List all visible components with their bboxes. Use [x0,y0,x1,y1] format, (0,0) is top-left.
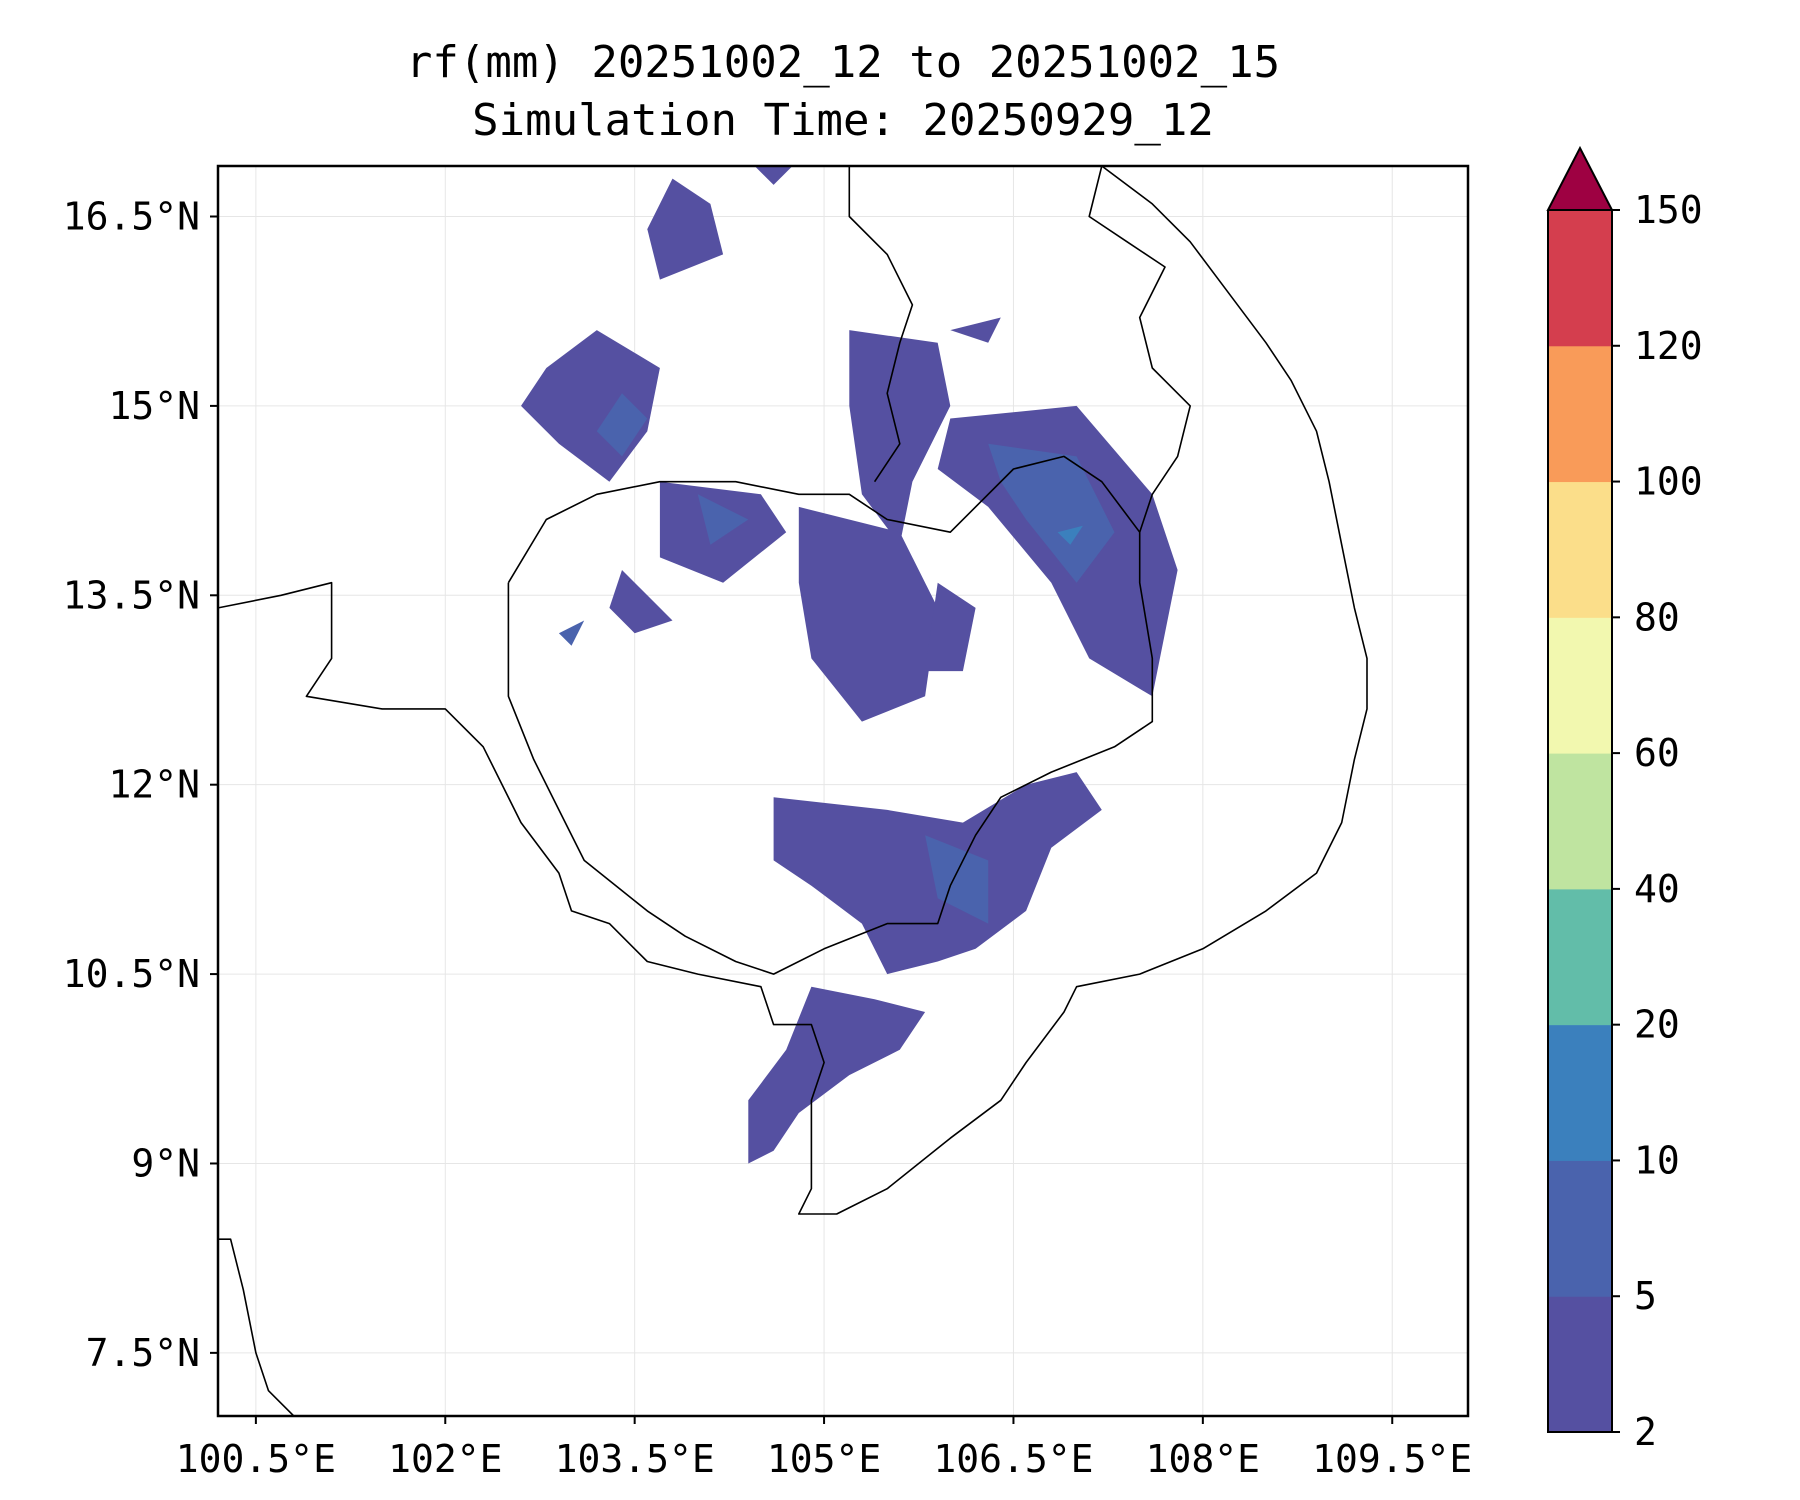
map-title-line2: Simulation Time: 20250929_12 [472,95,1214,146]
colorbar-tick-label-9: 150 [1634,188,1703,232]
colorbar-band-7 [1548,345,1612,483]
lat-tick-label-6: 16.5°N [63,195,200,239]
colorbar-band-3 [1548,888,1612,1026]
lon-tick-label-0: 100.5°E [176,1437,336,1481]
colorbar-tick-label-4: 40 [1634,867,1680,911]
lon-tick-label-4: 106.5°E [933,1437,1093,1481]
colorbar-band-5 [1548,617,1612,754]
colorbar-tick-label-1: 5 [1634,1274,1657,1318]
rain-region-north-laos-patch [754,166,793,185]
rain-region-west-cambodia-patch [609,570,673,634]
lon-tick-label-2: 103.5°E [555,1437,715,1481]
rain-region-east-highlands-peak [1057,525,1083,545]
colorbar-band-2 [1548,1024,1612,1161]
colorbar-tick-label-2: 10 [1634,1138,1680,1182]
colorbar-outline [1547,210,1613,1433]
rain-region-west-cambodia-dot [558,620,585,646]
lat-tick-label-0: 7.5°N [86,1331,200,1375]
colorbar-tick-label-7: 100 [1634,460,1703,504]
colorbar: 2 5 10 20 40 60 80 100 120 150 [1546,145,1703,1454]
rain-region-northeast-patch [950,317,1001,343]
colorbar-tick-label-8: 120 [1634,324,1703,368]
colorbar-band-4 [1548,753,1612,890]
lon-tick-label-1: 102°E [388,1437,502,1481]
rain-region-northwest-cluster-core [596,393,648,457]
rain-region-east-highlands-core [988,443,1115,583]
colorbar-tick-label-3: 20 [1634,1003,1680,1047]
coastline-vietnam-inner-border [1088,166,1191,533]
lon-tick-label-6: 109.5°E [1312,1437,1472,1481]
lat-tick-label-4: 13.5°N [63,573,200,617]
colorbar-tick-label-5: 60 [1634,731,1680,775]
colorbar-extend-triangle [1546,145,1614,211]
rain-region-mekong-delta-band [748,986,926,1164]
map-frame [216,164,1470,1418]
map-axes: 100.5°E 102°E 103.5°E 105°E 106.5°E 108°E 109.… [63,195,1473,1481]
coastline-laos-vietnam-border [848,166,914,483]
rain-region-central-cambodia-east [925,582,976,672]
colorbar-band-1 [1548,1160,1612,1297]
gridlines [218,166,1468,1416]
lat-tick-label-2: 10.5°N [63,952,200,996]
colorbar-band-0 [1548,1296,1612,1433]
rain-region-laos-south-band [849,330,951,545]
colorbar-band-8 [1548,210,1612,347]
lon-tick-label-3: 105°E [767,1437,881,1481]
lon-tick-label-5: 108°E [1146,1437,1260,1481]
coastline-thailand-cambodia-border [218,166,1368,1215]
rain-region-north-cambodia-strip-core [697,494,749,545]
lat-tick-label-1: 9°N [131,1141,200,1185]
coastlines-borders [218,166,1368,1416]
rain-region-northwest-cluster [521,330,660,482]
rainfall-contours [521,166,1178,1164]
coastline-malay-peninsula [218,1238,295,1416]
colorbar-tick-label-6: 80 [1634,595,1680,639]
lat-tick-label-3: 12°N [108,763,200,807]
coastline-cambodia-laos-border [507,455,1154,975]
rain-region-southeast-cambodia-core [925,835,989,924]
lat-tick-label-5: 15°N [108,384,200,428]
rain-region-north-cluster [647,178,724,280]
colorbar-band-6 [1548,481,1612,618]
map-title-line1: rf(mm) 20251002_12 to 20251002_15 [405,37,1281,88]
colorbar-tick-label-0: 2 [1634,1410,1657,1454]
rain-region-central-cambodia-cells [798,506,938,722]
